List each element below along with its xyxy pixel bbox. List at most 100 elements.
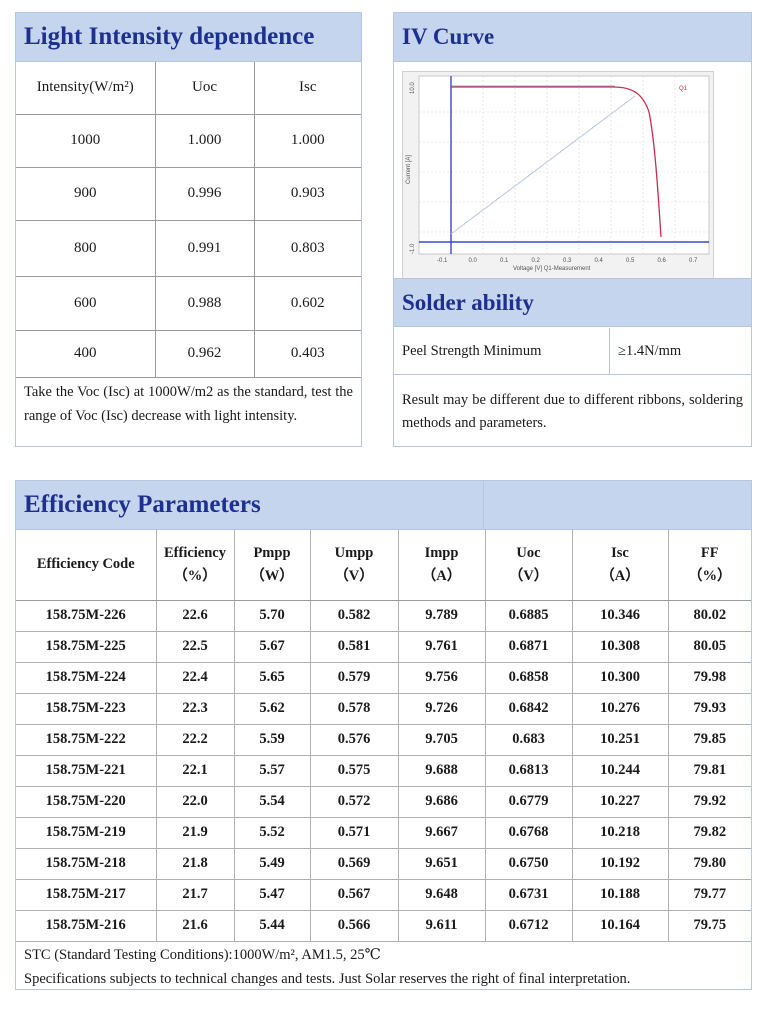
iv-xlabel: Voltage [V] Q1-Measurement: [513, 266, 591, 272]
efficiency-row: 158.75M-226 22.6 5.70 0.582 9.789 0.6885 10.34…: [16, 600, 751, 632]
efficiency-cell: 0.581: [310, 631, 399, 663]
efficiency-cell: 79.80: [668, 848, 751, 880]
efficiency-cell: 21.6: [156, 910, 235, 942]
efficiency-cell: 22.0: [156, 786, 235, 818]
efficiency-cell: 22.5: [156, 631, 235, 663]
efficiency-cell: 9.705: [398, 724, 486, 756]
efficiency-row: 158.75M-216 21.6 5.44 0.566 9.611 0.6712 10.16…: [16, 910, 751, 942]
efficiency-cell: 10.308: [572, 631, 669, 663]
efficiency-header-name: Pmpp: [253, 544, 291, 561]
efficiency-cell: 22.3: [156, 693, 235, 725]
efficiency-cell: 0.572: [310, 786, 399, 818]
iv-curve-title: IV Curve: [394, 13, 751, 62]
iv-curve-svg: Current [A] 10.0 -1.0 Q1 -0.1 0.0 0.1 0.2 0.…: [406, 75, 730, 272]
efficiency-cell: 158.75M-219: [16, 817, 157, 849]
efficiency-cell: 79.81: [668, 755, 751, 787]
efficiency-cell: 9.667: [398, 817, 486, 849]
efficiency-row: 158.75M-221 22.1 5.57 0.575 9.688 0.6813 10.24…: [16, 755, 751, 787]
efficiency-cell: 9.686: [398, 786, 486, 818]
grid-lines: [419, 76, 709, 254]
efficiency-cell: 79.82: [668, 817, 751, 849]
efficiency-cell: 0.6750: [485, 848, 573, 880]
light-cell-isc: 0.803: [254, 220, 361, 277]
iv-xtick-label: 0.4: [595, 258, 604, 264]
iv-xtick-label: 0.0: [469, 258, 478, 264]
light-cell-isc: 1.000: [254, 114, 361, 168]
efficiency-cell: 158.75M-221: [16, 755, 157, 787]
efficiency-cell: 79.98: [668, 662, 751, 694]
iv-xtick-label: 0.3: [563, 258, 572, 264]
efficiency-row: 158.75M-220 22.0 5.54 0.572 9.686 0.6779 10.22…: [16, 786, 751, 818]
efficiency-row: 158.75M-217 21.7 5.47 0.567 9.648 0.6731 10.18…: [16, 879, 751, 911]
efficiency-cell: 21.9: [156, 817, 235, 849]
light-row: 600 0.988 0.602: [16, 276, 361, 331]
efficiency-header-cell: Efficiency Code: [16, 530, 157, 601]
efficiency-footnotes: STC (Standard Testing Conditions):1000W/…: [16, 943, 751, 991]
light-cell-intensity: 400: [16, 330, 156, 378]
efficiency-cell: 10.346: [572, 600, 669, 632]
efficiency-cell: 5.62: [234, 693, 311, 725]
efficiency-cell: 9.789: [398, 600, 486, 632]
light-row: 1000 1.000 1.000: [16, 114, 361, 168]
stc-footnote: STC (Standard Testing Conditions):1000W/…: [24, 947, 381, 963]
light-row: 900 0.996 0.903: [16, 167, 361, 221]
efficiency-cell: 80.02: [668, 600, 751, 632]
iv-curve-line: [451, 86, 662, 238]
efficiency-cell: 0.6842: [485, 693, 573, 725]
light-cell-isc: 0.602: [254, 276, 361, 331]
efficiency-cell: 10.192: [572, 848, 669, 880]
efficiency-cell: 9.648: [398, 879, 486, 911]
efficiency-table-wrap: Efficiency Code Efficiency （%） Pmpp （W） Umpp （…: [16, 530, 751, 942]
light-cell-uoc: 0.988: [155, 276, 255, 331]
efficiency-header-unit: （%）: [688, 567, 732, 584]
iv-curve-panel: IV Curve Current [A] 10.0 -1.0 Q1 -0.1 0.…: [393, 12, 752, 447]
efficiency-cell: 10.227: [572, 786, 669, 818]
iv-xtick-label: 0.6: [658, 258, 667, 264]
efficiency-cell: 5.67: [234, 631, 311, 663]
efficiency-cell: 0.6813: [485, 755, 573, 787]
efficiency-header-unit: （W）: [250, 567, 294, 584]
efficiency-header-cell: Umpp （V）: [310, 530, 399, 601]
efficiency-cell: 0.683: [485, 724, 573, 756]
iv-xtick-label: 0.5: [626, 258, 635, 264]
efficiency-cell: 10.251: [572, 724, 669, 756]
efficiency-header-name: Umpp: [334, 544, 374, 561]
efficiency-title-blank: [484, 481, 751, 530]
efficiency-header-unit: （%）: [173, 567, 217, 584]
efficiency-cell: 10.218: [572, 817, 669, 849]
efficiency-cell: 5.59: [234, 724, 311, 756]
efficiency-cell: 5.57: [234, 755, 311, 787]
iv-legend-q1: Q1: [679, 86, 688, 92]
efficiency-cell: 158.75M-223: [16, 693, 157, 725]
efficiency-header-name: Efficiency Code: [36, 556, 135, 573]
light-header-intensity: Intensity(W/m²): [16, 62, 156, 115]
efficiency-cell: 0.566: [310, 910, 399, 942]
solder-note: Result may be different due to different…: [402, 392, 743, 431]
efficiency-row: 158.75M-225 22.5 5.67 0.581 9.761 0.6871 10.30…: [16, 631, 751, 663]
iv-xticks: -0.10.00.10.20.30.40.50.60.70.8: [437, 258, 730, 264]
efficiency-cell: 22.6: [156, 600, 235, 632]
efficiency-cell: 10.188: [572, 879, 669, 911]
peel-strength-row: Peel Strength Minimum ≥1.4N/mm: [394, 328, 751, 375]
efficiency-header-unit: （A）: [421, 567, 462, 584]
efficiency-row: 158.75M-219 21.9 5.52 0.571 9.667 0.6768 10.21…: [16, 817, 751, 849]
efficiency-cell: 158.75M-217: [16, 879, 157, 911]
efficiency-cell: 0.582: [310, 600, 399, 632]
efficiency-cell: 5.70: [234, 600, 311, 632]
peel-strength-label: Peel Strength Minimum: [394, 328, 610, 374]
light-intensity-title: Light Intensity dependence: [16, 13, 361, 62]
efficiency-title-row: Efficiency Parameters: [16, 481, 751, 530]
efficiency-header-unit: （V）: [508, 567, 549, 584]
efficiency-header-cell: Uoc （V）: [485, 530, 573, 601]
iv-xtick-label: 0.2: [532, 258, 541, 264]
efficiency-cell: 5.47: [234, 879, 311, 911]
light-cell-intensity: 900: [16, 167, 156, 221]
light-row: 400 0.962 0.403: [16, 330, 361, 378]
efficiency-cell: 0.576: [310, 724, 399, 756]
efficiency-body: 158.75M-226 22.6 5.70 0.582 9.789 0.6885 10.34…: [16, 600, 751, 942]
light-cell-intensity: 1000: [16, 114, 156, 168]
efficiency-cell: 10.276: [572, 693, 669, 725]
efficiency-cell: 10.300: [572, 662, 669, 694]
efficiency-header-cell: Pmpp （W）: [234, 530, 311, 601]
iv-ytick-top: 10.0: [410, 82, 416, 94]
